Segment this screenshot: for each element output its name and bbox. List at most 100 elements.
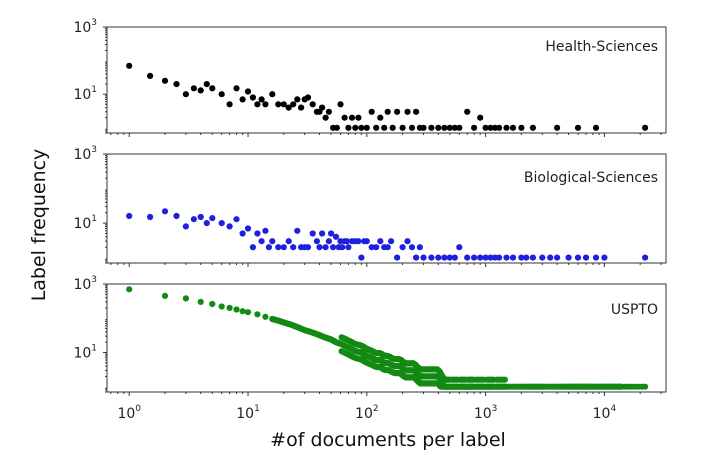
data-point [262,101,269,108]
data-point [373,244,380,251]
y-tick-label: 101 [73,214,97,232]
x-tick-label: 102 [355,404,379,422]
data-point [265,244,272,251]
x-tick-label: 103 [474,404,498,422]
data-point [161,77,169,84]
data-point [226,101,233,108]
data-point [280,244,287,251]
data-point [254,101,261,108]
data-point [388,238,395,245]
data-point [226,223,233,230]
data-point [404,108,411,115]
data-point [363,238,370,245]
data-point [477,254,484,261]
x-tick-label: 101 [236,404,260,422]
data-point [218,303,225,310]
data-point [435,124,442,131]
data-point [368,108,375,115]
data-point [173,212,180,220]
data-point [233,306,240,313]
data-point [501,376,508,383]
data-point [592,254,600,261]
data-point [341,114,348,121]
data-point [529,254,537,261]
data-point [503,254,510,261]
data-point [285,104,292,111]
data-point [446,254,453,261]
data-point [503,124,510,131]
data-point [420,124,427,131]
y-axis-title: Label frequency [28,149,50,302]
data-point [428,254,435,261]
data-point [309,230,316,237]
x-tick-label: 100 [117,404,141,422]
data-point [487,254,494,261]
data-point [345,124,352,131]
data-point [244,309,252,316]
data-point [322,114,329,121]
data-point [420,254,427,261]
data-point [441,124,448,131]
data-point [322,244,329,251]
panel-title: Health-Sciences [545,39,658,55]
data-point [319,230,326,237]
y-tick-label: 103 [73,145,97,163]
data-point [574,254,582,261]
data-point [333,124,340,131]
data-point [518,254,525,261]
data-point [482,254,489,261]
data-point [325,108,332,115]
plot-frame [106,153,667,264]
data-point [147,72,154,79]
data-point [446,124,453,131]
data-point [332,233,340,240]
data-point [496,124,503,131]
data-point [408,244,416,251]
data-point [355,114,362,121]
data-point [399,244,406,251]
data-point [539,254,546,261]
data-point [638,383,645,390]
panel-2: 103 101 Biological-Sciences [73,145,667,267]
data-point [523,254,530,261]
data-point [190,216,197,223]
data-point [161,292,169,299]
data-point [313,238,320,245]
data-point [363,124,370,131]
data-point [408,124,416,131]
data-point [574,124,582,131]
data-point [254,230,261,237]
data-point [518,124,525,131]
data-point [249,94,256,101]
data-point [451,254,458,261]
data-point [416,244,423,251]
data-point [254,311,261,318]
y-tick-label: 103 [73,275,97,293]
data-point [304,94,312,101]
data-point [389,124,396,131]
data-point [173,81,180,88]
data-point [471,124,478,131]
plot-frame [106,26,667,134]
data-point [529,124,537,131]
data-point [399,124,406,131]
panel-title: Biological-Sciences [524,170,658,186]
data-point [285,238,292,245]
data-point [218,220,225,227]
data-point [441,254,448,261]
data-point [126,212,133,220]
data-point [161,208,169,215]
data-point [496,254,503,261]
data-point [394,108,401,115]
data-point [487,124,494,131]
data-point [316,244,323,251]
data-point [345,244,352,251]
data-point [147,213,154,221]
data-point [547,254,554,261]
data-point [258,238,265,245]
data-point [565,254,572,261]
data-point [239,96,246,103]
data-point [233,85,240,92]
data-point [182,91,189,98]
